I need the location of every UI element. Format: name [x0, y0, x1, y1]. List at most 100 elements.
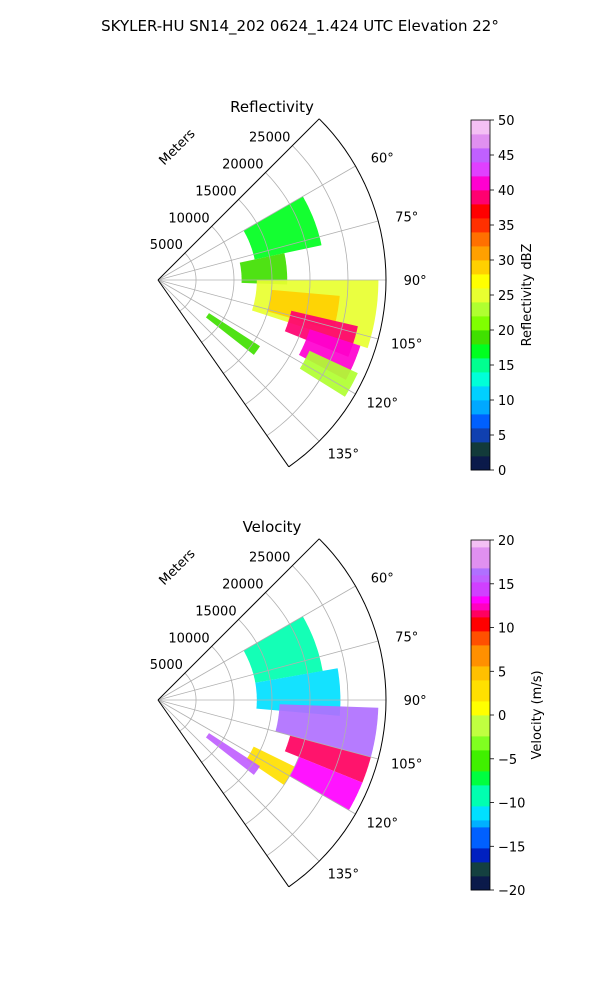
velocity-echo-0 — [243, 616, 323, 683]
reflectivity-colorbar-segment — [471, 141, 490, 149]
velocity-colorbar-segment — [471, 848, 490, 856]
velocity-colorbar-segment — [471, 631, 490, 639]
velocity-colorbar-segment — [471, 554, 490, 562]
velocity-echoes — [205, 616, 379, 811]
reflectivity-colorbar-segment — [471, 456, 490, 464]
velocity-echo-4 — [289, 756, 363, 811]
reflectivity-colorbar-segment — [471, 435, 490, 443]
reflectivity-echo-7 — [205, 313, 260, 355]
velocity-colorbar-segment — [471, 666, 490, 674]
velocity-colorbar-tick-label: 5 — [498, 665, 506, 680]
velocity-colorbar-segment — [471, 771, 490, 779]
reflectivity-colorbar-segment — [471, 176, 490, 184]
reflectivity-colorbar-tick-label: 15 — [498, 359, 515, 374]
reflectivity-colorbar-segment — [471, 120, 490, 128]
reflectivity-colorbar-segment — [471, 260, 490, 268]
velocity-echo-1 — [255, 668, 341, 716]
velocity-colorbar-segment — [471, 883, 490, 891]
velocity-colorbar-tick-label: 0 — [498, 709, 506, 724]
reflectivity-angle-tick-label: 105° — [391, 337, 422, 352]
reflectivity-colorbar-segment — [471, 197, 490, 205]
velocity-colorbar-segment — [471, 617, 490, 625]
velocity-radial-tick-label: 10000 — [168, 631, 209, 646]
velocity-axes: 5000 10000 15000 20000 25000 60° 75° 90° 105° 120… — [150, 538, 427, 888]
reflectivity-colorbar-segment — [471, 428, 490, 436]
reflectivity-colorbar-segment — [471, 162, 490, 170]
reflectivity-colorbar-tick-label: 25 — [498, 289, 515, 304]
reflectivity-colorbar-segment — [471, 323, 490, 331]
velocity-sector-edge — [157, 538, 320, 701]
velocity-colorbar-segment — [471, 841, 490, 849]
velocity-radial-tick-label: 15000 — [195, 604, 236, 619]
velocity-angle-tick-label: 90° — [404, 694, 427, 709]
reflectivity-range-ring — [244, 172, 311, 405]
velocity-angle-tick-label: 60° — [371, 572, 394, 587]
reflectivity-colorbar-tick-label: 50 — [498, 114, 515, 129]
reflectivity-range-ring — [201, 226, 235, 343]
velocity-colorbar-tick-label: 15 — [498, 578, 515, 593]
reflectivity-colorbar-segment — [471, 407, 490, 415]
velocity-colorbar-segment — [471, 862, 490, 870]
reflectivity-colorbar-segment — [471, 295, 490, 303]
velocity-colorbar-segment — [471, 589, 490, 597]
velocity-range-ring — [201, 646, 235, 763]
velocity-colorbar-segment — [471, 624, 490, 632]
velocity-colorbar-tick-label: −15 — [498, 840, 525, 855]
velocity-colorbar-segment — [471, 820, 490, 828]
reflectivity-colorbar-tick-label: 0 — [498, 464, 506, 479]
figure-suptitle: SKYLER-HU SN14_202 0624_1.424 UTC Elevat… — [101, 17, 499, 36]
velocity-colorbar-segment — [471, 764, 490, 772]
reflectivity-angle-tick-label: 120° — [367, 397, 398, 412]
velocity-colorbar-segment — [471, 582, 490, 590]
reflectivity-colorbar-segment — [471, 449, 490, 457]
reflectivity-angle-tick-label: 75° — [395, 211, 418, 226]
reflectivity-colorbar-segment — [471, 379, 490, 387]
velocity-colorbar-segment — [471, 834, 490, 842]
velocity-colorbar-segment — [471, 729, 490, 737]
reflectivity-colorbar-segment — [471, 246, 490, 254]
velocity-radial-tick-label: 20000 — [222, 578, 263, 593]
reflectivity-colorbar-segment — [471, 386, 490, 394]
velocity-range-ring — [223, 619, 273, 794]
velocity-title: Velocity — [243, 518, 302, 536]
velocity-colorbar-segment — [471, 799, 490, 807]
velocity-range-ring — [266, 565, 349, 856]
velocity-colorbar-tick-label: −10 — [498, 797, 525, 812]
velocity-colorbar-segment — [471, 680, 490, 688]
reflectivity-colorbar-segment — [471, 372, 490, 380]
reflectivity-radial-label: Meters — [157, 126, 199, 168]
reflectivity-colorbar-segment — [471, 316, 490, 324]
reflectivity-outer-arc — [288, 118, 387, 468]
velocity-range-ring — [179, 672, 197, 732]
velocity-colorbar-segment — [471, 876, 490, 884]
reflectivity-colorbar-tick-label: 40 — [498, 184, 515, 199]
reflectivity-axes: 5000 10000 15000 20000 25000 60° 75° 90° 105° 120… — [150, 118, 427, 468]
reflectivity-colorbar-segment — [471, 190, 490, 198]
reflectivity-range-ring — [223, 199, 273, 374]
reflectivity-azimuth-spoke — [157, 279, 320, 442]
velocity-colorbar-segment — [471, 855, 490, 863]
reflectivity-colorbar-tick-label: 5 — [498, 429, 506, 444]
reflectivity-azimuth-spoke — [157, 279, 356, 395]
reflectivity-colorbar-segment — [471, 183, 490, 191]
reflectivity-radial-tick-label: 20000 — [222, 158, 263, 173]
reflectivity-panel: Reflectivity 5000 10000 15000 20000 25000 60°… — [150, 98, 535, 479]
reflectivity-colorbar-segment — [471, 463, 490, 471]
velocity-colorbar-segment — [471, 827, 490, 835]
reflectivity-colorbar-segment — [471, 337, 490, 345]
reflectivity-colorbar-segment — [471, 365, 490, 373]
velocity-colorbar-segment — [471, 610, 490, 618]
reflectivity-colorbar-tick-label: 30 — [498, 254, 515, 269]
reflectivity-colorbar-segment — [471, 274, 490, 282]
reflectivity-sector-edge — [157, 118, 320, 281]
reflectivity-colorbar-segment — [471, 302, 490, 310]
reflectivity-colorbar-tick-label: 45 — [498, 149, 515, 164]
reflectivity-colorbar-segment — [471, 351, 490, 359]
velocity-angle-tick-label: 120° — [367, 817, 398, 832]
velocity-outer-arc — [288, 538, 387, 888]
reflectivity-colorbar-segment — [471, 204, 490, 212]
velocity-colorbar-segment — [471, 778, 490, 786]
reflectivity-title: Reflectivity — [230, 98, 314, 116]
reflectivity-sector-edge — [157, 279, 290, 468]
